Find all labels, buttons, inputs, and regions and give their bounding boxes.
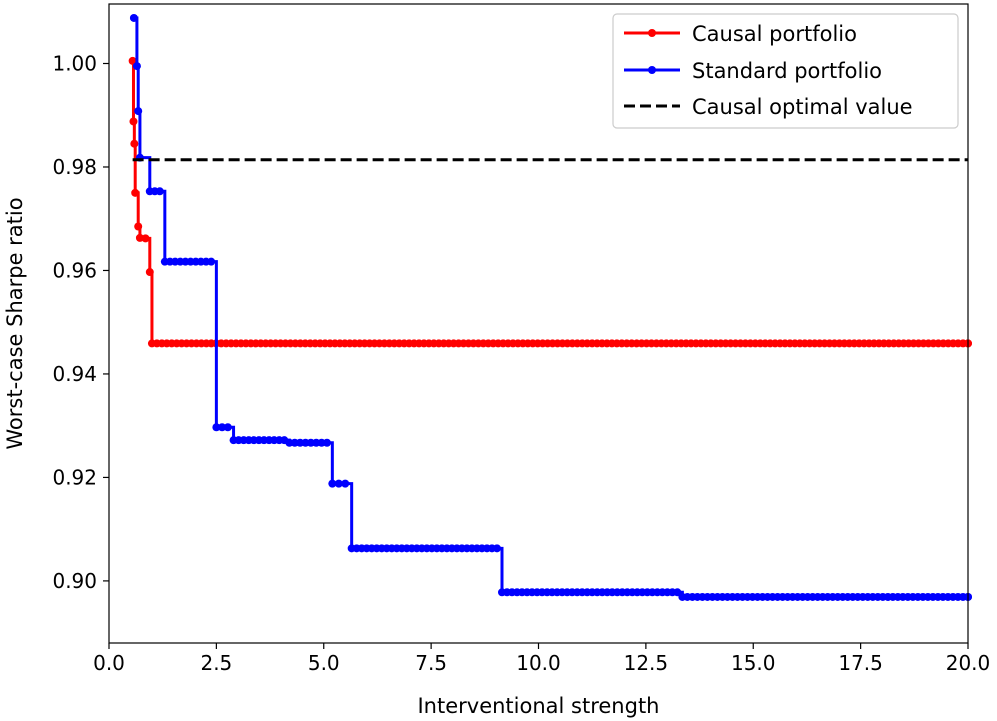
y-axis: 0.90 0.92 0.94 0.96 0.98 1.00 [52, 52, 109, 593]
data-point-standard-portfolio [212, 423, 221, 432]
x-tick-label: 17.5 [838, 651, 883, 675]
y-tick-label: 0.94 [52, 362, 97, 386]
y-tick-label: 0.90 [52, 569, 97, 593]
data-point-standard-portfolio [334, 479, 343, 488]
x-axis: 0.0 2.5 5.0 7.5 10.0 12.5 15.0 17.5 20.0 [93, 643, 990, 675]
data-point-causal-portfolio [131, 188, 140, 197]
legend-label-causal-portfolio: Causal portfolio [692, 22, 857, 46]
data-point-standard-portfolio [492, 544, 501, 553]
data-point-standard-portfolio [218, 423, 227, 432]
legend-label-standard-portfolio: Standard portfolio [692, 59, 882, 83]
x-tick-label: 0.0 [93, 651, 125, 675]
data-point-causal-portfolio [130, 139, 139, 148]
legend-marker-standard-portfolio [648, 66, 656, 74]
x-tick-label: 2.5 [200, 651, 232, 675]
data-point-standard-portfolio [223, 423, 232, 432]
x-tick-label: 10.0 [516, 651, 561, 675]
data-point-causal-portfolio [129, 117, 138, 126]
data-point-standard-portfolio [341, 479, 350, 488]
data-point-standard-portfolio [132, 62, 141, 71]
plot-area [128, 13, 972, 601]
data-point-standard-portfolio [129, 13, 138, 22]
x-tick-label: 20.0 [946, 651, 991, 675]
y-tick-label: 0.98 [52, 155, 97, 179]
data-point-standard-portfolio [155, 187, 164, 196]
y-axis-label: Worst-case Sharpe ratio [3, 197, 27, 449]
data-point-standard-portfolio [673, 588, 682, 597]
legend-marker-causal-portfolio [648, 29, 656, 37]
legend: Causal portfolio Standard portfolio Caus… [612, 13, 959, 129]
y-tick-label: 0.96 [52, 258, 97, 282]
x-tick-label: 12.5 [624, 651, 669, 675]
y-tick-label: 1.00 [52, 52, 97, 76]
data-point-standard-portfolio [328, 479, 337, 488]
data-point-standard-portfolio [134, 107, 143, 116]
x-tick-label: 5.0 [308, 651, 340, 675]
data-point-causal-portfolio [145, 268, 154, 277]
data-point-causal-portfolio [134, 222, 143, 231]
data-point-standard-portfolio [322, 438, 331, 447]
x-tick-label: 7.5 [415, 651, 447, 675]
data-point-standard-portfolio [207, 257, 216, 266]
legend-box [612, 13, 959, 129]
x-axis-label: Interventional strength [417, 694, 659, 718]
legend-label-causal-optimal-value: Causal optimal value [692, 95, 913, 119]
data-point-causal-portfolio [141, 234, 150, 243]
x-tick-label: 15.0 [731, 651, 776, 675]
y-tick-label: 0.92 [52, 465, 97, 489]
